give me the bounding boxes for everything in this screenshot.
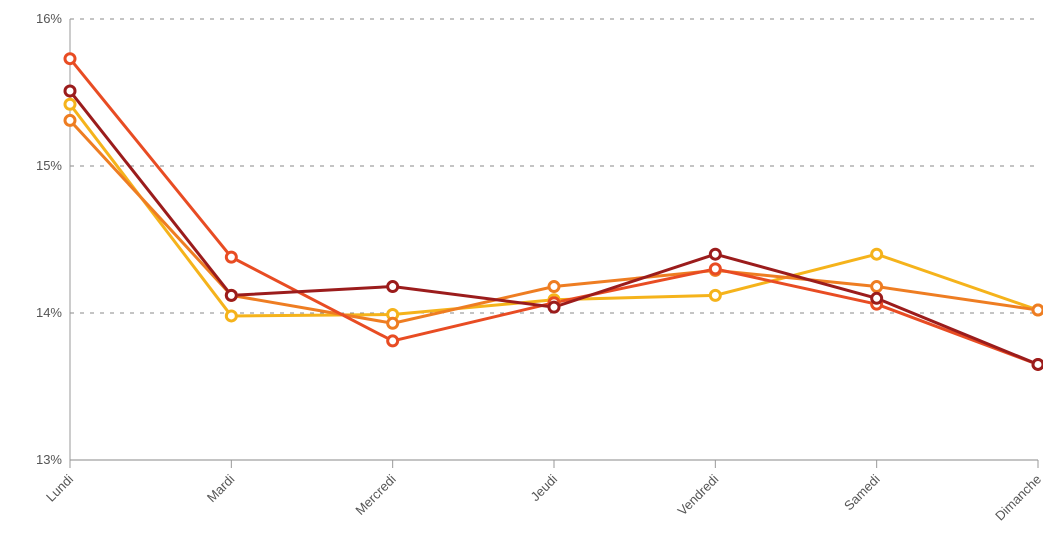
- point: [708, 247, 722, 261]
- point: [547, 280, 561, 294]
- x-tick-label: Vendredi: [675, 471, 722, 518]
- x-tick-label: Samedi: [841, 471, 883, 513]
- point: [63, 113, 77, 127]
- x-tick-label: Mardi: [204, 471, 238, 505]
- point: [386, 316, 400, 330]
- point: [708, 288, 722, 302]
- x-tick-label: Mercredi: [352, 471, 398, 517]
- y-tick-label: 16%: [36, 11, 62, 26]
- x-tick-label: Lundi: [43, 471, 76, 504]
- series-line: [68, 90, 1039, 366]
- point: [224, 309, 238, 323]
- point: [63, 52, 77, 66]
- y-tick-label: 15%: [36, 158, 62, 173]
- y-tick-label: 13%: [36, 452, 62, 467]
- point: [63, 97, 77, 111]
- point: [386, 280, 400, 294]
- point: [1031, 357, 1043, 371]
- point: [1031, 303, 1043, 317]
- x-tick-label: Jeudi: [528, 471, 561, 504]
- point: [386, 334, 400, 348]
- y-tick-label: 14%: [36, 305, 62, 320]
- point: [224, 288, 238, 302]
- series-line: [68, 57, 1039, 366]
- point: [870, 247, 884, 261]
- x-tick-label: Dimanche: [992, 472, 1043, 524]
- point: [870, 291, 884, 305]
- point: [870, 280, 884, 294]
- point: [708, 262, 722, 276]
- point: [63, 84, 77, 98]
- point: [224, 250, 238, 264]
- point: [547, 300, 561, 314]
